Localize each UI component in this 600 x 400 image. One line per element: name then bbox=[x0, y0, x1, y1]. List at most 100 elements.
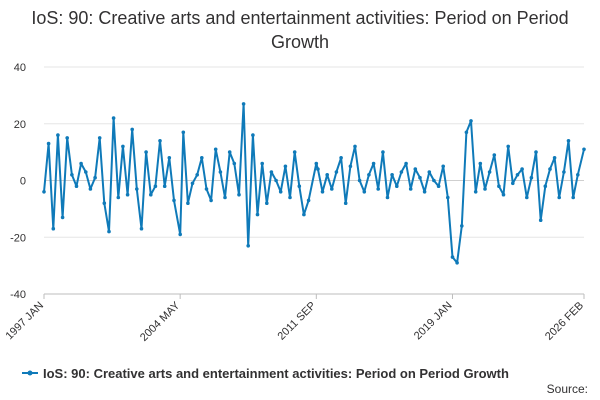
data-point[interactable] bbox=[441, 164, 446, 169]
data-point[interactable] bbox=[162, 184, 167, 188]
data-point[interactable] bbox=[446, 195, 450, 200]
data-point[interactable] bbox=[381, 150, 385, 154]
data-point[interactable] bbox=[464, 130, 469, 135]
data-point[interactable] bbox=[288, 195, 292, 200]
data-point[interactable] bbox=[525, 195, 529, 200]
data-point[interactable] bbox=[432, 178, 436, 183]
data-point[interactable] bbox=[460, 224, 464, 228]
data-point[interactable] bbox=[278, 190, 283, 194]
data-point[interactable] bbox=[557, 195, 561, 200]
data-point[interactable] bbox=[269, 170, 274, 174]
data-point[interactable] bbox=[255, 212, 260, 217]
data-point[interactable] bbox=[265, 201, 269, 205]
data-point[interactable] bbox=[209, 198, 213, 203]
data-point[interactable] bbox=[529, 175, 534, 180]
data-point[interactable] bbox=[102, 201, 107, 205]
data-point[interactable] bbox=[330, 187, 334, 191]
data-point[interactable] bbox=[376, 187, 381, 191]
data-point[interactable] bbox=[334, 170, 339, 174]
data-point[interactable] bbox=[121, 144, 125, 149]
data-point[interactable] bbox=[241, 102, 246, 106]
data-point[interactable] bbox=[107, 229, 111, 234]
data-point[interactable] bbox=[371, 161, 376, 166]
data-point[interactable] bbox=[74, 184, 79, 188]
data-point[interactable] bbox=[46, 141, 51, 146]
data-point[interactable] bbox=[506, 144, 511, 149]
data-point[interactable] bbox=[178, 232, 182, 237]
data-point[interactable] bbox=[552, 156, 557, 160]
data-point[interactable] bbox=[200, 156, 204, 160]
data-point[interactable] bbox=[93, 175, 97, 180]
data-point[interactable] bbox=[167, 156, 172, 160]
data-point[interactable] bbox=[418, 175, 422, 180]
data-point[interactable] bbox=[413, 167, 418, 171]
data-point[interactable] bbox=[478, 161, 483, 166]
data-point[interactable] bbox=[571, 195, 575, 200]
data-point[interactable] bbox=[302, 212, 306, 217]
data-point[interactable] bbox=[548, 167, 552, 171]
data-point[interactable] bbox=[274, 178, 278, 183]
data-point[interactable] bbox=[325, 173, 330, 177]
data-point[interactable] bbox=[130, 127, 134, 132]
data-point[interactable] bbox=[562, 170, 566, 174]
data-point[interactable] bbox=[483, 187, 487, 191]
data-point[interactable] bbox=[357, 178, 362, 183]
data-point[interactable] bbox=[385, 195, 390, 200]
data-point[interactable] bbox=[297, 184, 302, 188]
series-line[interactable] bbox=[43, 102, 585, 264]
data-point[interactable] bbox=[520, 167, 524, 171]
data-point[interactable] bbox=[186, 201, 190, 205]
data-point[interactable] bbox=[343, 201, 348, 205]
data-point[interactable] bbox=[181, 130, 186, 135]
data-point[interactable] bbox=[316, 167, 320, 171]
data-point[interactable] bbox=[111, 116, 116, 120]
data-point[interactable] bbox=[223, 195, 227, 200]
data-point[interactable] bbox=[455, 261, 459, 265]
data-point[interactable] bbox=[42, 190, 46, 194]
data-point[interactable] bbox=[125, 192, 130, 197]
data-point[interactable] bbox=[232, 161, 237, 166]
data-point[interactable] bbox=[51, 226, 56, 231]
data-point[interactable] bbox=[246, 244, 250, 248]
data-point[interactable] bbox=[204, 187, 209, 191]
data-point[interactable] bbox=[422, 190, 427, 194]
data-point[interactable] bbox=[88, 187, 93, 191]
data-point[interactable] bbox=[139, 226, 144, 231]
data-point[interactable] bbox=[84, 170, 88, 174]
data-point[interactable] bbox=[213, 147, 218, 152]
data-point[interactable] bbox=[260, 161, 265, 166]
data-point[interactable] bbox=[79, 161, 83, 166]
data-point[interactable] bbox=[237, 192, 241, 197]
data-point[interactable] bbox=[314, 161, 319, 166]
data-point[interactable] bbox=[367, 173, 371, 177]
data-point[interactable] bbox=[582, 147, 586, 152]
data-point[interactable] bbox=[436, 184, 441, 188]
data-point[interactable] bbox=[190, 181, 195, 186]
data-point[interactable] bbox=[172, 198, 176, 203]
data-point[interactable] bbox=[56, 133, 60, 137]
data-point[interactable] bbox=[501, 192, 506, 197]
data-point[interactable] bbox=[469, 119, 473, 123]
data-point[interactable] bbox=[515, 173, 520, 177]
data-point[interactable] bbox=[390, 173, 394, 177]
data-point[interactable] bbox=[497, 184, 501, 188]
data-point[interactable] bbox=[543, 184, 548, 188]
data-point[interactable] bbox=[576, 173, 580, 177]
data-point[interactable] bbox=[218, 170, 223, 174]
data-point[interactable] bbox=[353, 144, 357, 149]
data-point[interactable] bbox=[395, 184, 399, 188]
data-point[interactable] bbox=[473, 190, 478, 194]
data-point[interactable] bbox=[487, 170, 492, 174]
legend-label[interactable]: IoS: 90: Creative arts and entertainment… bbox=[43, 366, 509, 381]
data-point[interactable] bbox=[399, 170, 404, 174]
data-point[interactable] bbox=[97, 136, 102, 140]
data-point[interactable] bbox=[306, 198, 311, 203]
data-point[interactable] bbox=[116, 195, 121, 200]
data-point[interactable] bbox=[450, 255, 455, 259]
data-point[interactable] bbox=[144, 150, 148, 154]
data-point[interactable] bbox=[511, 181, 515, 186]
data-point[interactable] bbox=[292, 150, 297, 154]
data-point[interactable] bbox=[149, 192, 153, 197]
data-point[interactable] bbox=[534, 150, 538, 154]
data-point[interactable] bbox=[158, 139, 162, 143]
